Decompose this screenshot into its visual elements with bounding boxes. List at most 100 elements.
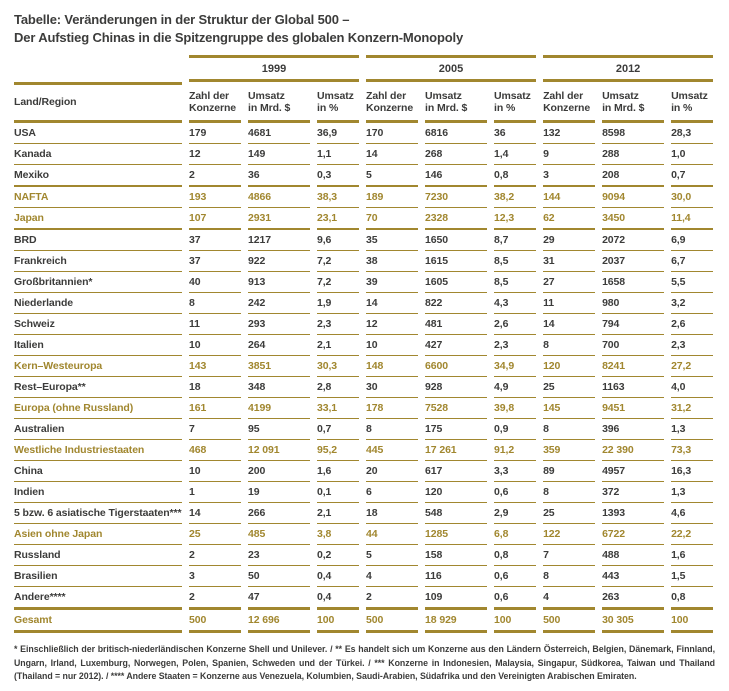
value-cell: 348 [248, 377, 310, 398]
global500-table: 1999 2005 2012 Land/Region Zahl der Konz… [7, 54, 720, 633]
value-cell: 8 [189, 293, 241, 314]
value-cell: 31,2 [671, 398, 714, 419]
value-cell: 11 [543, 293, 596, 314]
value-cell: 500 [543, 610, 596, 633]
value-cell: 14 [366, 144, 419, 165]
value-cell: 1,6 [317, 461, 360, 482]
value-cell: 144 [543, 187, 596, 208]
value-cell: 170 [366, 123, 419, 144]
table-row: Italien 10 264 2,1 10 427 2,3 8 700 2,3 [14, 335, 714, 356]
value-cell: 89 [543, 461, 596, 482]
table-row: Japan 107 2931 23,1 70 2328 12,3 62 3450 11,4 [14, 208, 714, 230]
value-cell: 1,1 [317, 144, 360, 165]
value-cell: 4 [366, 566, 419, 587]
value-cell: 73,3 [671, 440, 714, 461]
row-label: Frankreich [14, 251, 182, 272]
value-cell: 8,5 [494, 251, 537, 272]
year-header-1999: 1999 [189, 54, 360, 82]
value-cell: 36 [494, 123, 537, 144]
value-cell: 33,1 [317, 398, 360, 419]
value-cell: 1,4 [494, 144, 537, 165]
table-row: Westliche Industriestaaten 468 12 091 95,2 4… [14, 440, 714, 461]
value-cell: 548 [425, 503, 488, 524]
value-cell: 293 [248, 314, 310, 335]
value-cell: 485 [248, 524, 310, 545]
row-label: NAFTA [14, 187, 182, 208]
value-cell: 5 [366, 165, 419, 187]
value-cell: 7 [543, 545, 596, 566]
value-cell: 120 [425, 482, 488, 503]
value-cell: 4,0 [671, 377, 714, 398]
value-cell: 1650 [425, 230, 488, 251]
value-cell: 38,2 [494, 187, 537, 208]
value-cell: 14 [366, 293, 419, 314]
value-cell: 1,6 [671, 545, 714, 566]
value-cell: 445 [366, 440, 419, 461]
value-cell: 44 [366, 524, 419, 545]
value-cell: 25 [189, 524, 241, 545]
value-cell: 794 [602, 314, 665, 335]
value-cell: 0,7 [317, 419, 360, 440]
value-cell: 6,8 [494, 524, 537, 545]
value-cell: 2931 [248, 208, 310, 230]
value-cell: 4 [543, 587, 596, 610]
value-cell: 1393 [602, 503, 665, 524]
value-cell: 109 [425, 587, 488, 610]
value-cell: 25 [543, 377, 596, 398]
value-cell: 1163 [602, 377, 665, 398]
value-cell: 193 [189, 187, 241, 208]
value-cell: 2,1 [317, 503, 360, 524]
col-header-umsatz-mrd-2012: Umsatz in Mrd. $ [602, 82, 665, 123]
col-header-umsatz-pct-1999: Umsatz in % [317, 82, 360, 123]
value-cell: 22 390 [602, 440, 665, 461]
row-label: Brasilien [14, 566, 182, 587]
value-cell: 0,1 [317, 482, 360, 503]
row-label: Andere**** [14, 587, 182, 610]
value-cell: 8241 [602, 356, 665, 377]
value-cell: 9451 [602, 398, 665, 419]
table-row: 5 bzw. 6 asiatische Tigerstaaten*** 14 266… [14, 503, 714, 524]
value-cell: 19 [248, 482, 310, 503]
value-cell: 4,3 [494, 293, 537, 314]
value-cell: 143 [189, 356, 241, 377]
value-cell: 4,6 [671, 503, 714, 524]
value-cell: 2,8 [317, 377, 360, 398]
value-cell: 12 [189, 144, 241, 165]
value-cell: 7,2 [317, 272, 360, 293]
value-cell: 500 [366, 610, 419, 633]
table-row: Schweiz 11 293 2,3 12 481 2,6 14 794 2,6 [14, 314, 714, 335]
value-cell: 288 [602, 144, 665, 165]
table-row: Europa (ohne Russland) 161 4199 33,1 178 7528… [14, 398, 714, 419]
year-header-2005: 2005 [366, 54, 537, 82]
value-cell: 9094 [602, 187, 665, 208]
document-page: Tabelle: Veränderungen in der Struktur d… [0, 11, 729, 691]
value-cell: 0,8 [494, 545, 537, 566]
value-cell: 481 [425, 314, 488, 335]
value-cell: 8 [366, 419, 419, 440]
value-cell: 0,4 [317, 587, 360, 610]
table-row: Russland 2 23 0,2 5 158 0,8 7 488 1,6 [14, 545, 714, 566]
value-cell: 107 [189, 208, 241, 230]
row-label: Japan [14, 208, 182, 230]
value-cell: 263 [602, 587, 665, 610]
value-cell: 700 [602, 335, 665, 356]
value-cell: 4681 [248, 123, 310, 144]
table-row: USA 179 4681 36,9 170 6816 36 132 8598 28,3 [14, 123, 714, 144]
value-cell: 175 [425, 419, 488, 440]
row-label: USA [14, 123, 182, 144]
value-cell: 34,9 [494, 356, 537, 377]
value-cell: 36 [248, 165, 310, 187]
value-cell: 10 [189, 461, 241, 482]
value-cell: 3 [189, 566, 241, 587]
value-cell: 0,6 [494, 566, 537, 587]
value-cell: 6 [366, 482, 419, 503]
value-cell: 12 [366, 314, 419, 335]
row-label: Mexiko [14, 165, 182, 187]
value-cell: 116 [425, 566, 488, 587]
table-title-line-1: Tabelle: Veränderungen in der Struktur d… [14, 12, 350, 27]
value-cell: 50 [248, 566, 310, 587]
value-cell: 39,8 [494, 398, 537, 419]
table-row: Rest–Europa** 18 348 2,8 30 928 4,9 25 1163 4,0 [14, 377, 714, 398]
value-cell: 14 [189, 503, 241, 524]
value-cell: 617 [425, 461, 488, 482]
